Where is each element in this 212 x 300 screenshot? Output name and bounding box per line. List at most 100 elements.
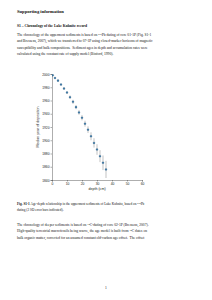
x-tick: 10 xyxy=(66,180,70,186)
y-tick: 2000 xyxy=(42,73,52,77)
error-bar xyxy=(91,132,92,140)
point xyxy=(66,92,68,94)
text-line: The chronology of deeper sediments is ba… xyxy=(17,223,149,228)
y-tick: 1840 xyxy=(42,179,52,183)
text-line: dating (2 SD error bars indicated). xyxy=(17,208,64,212)
text-line: susceptibility and bulk compositions. Se… xyxy=(17,46,148,50)
error-bar xyxy=(55,77,56,78)
error-bar xyxy=(73,100,74,104)
point xyxy=(78,111,80,113)
y-tick-mark xyxy=(51,154,53,155)
error-bar xyxy=(100,150,101,162)
y-tick: 1980 xyxy=(42,86,52,90)
error-bar xyxy=(82,115,83,120)
point xyxy=(96,149,98,151)
x-tick-label: 30 xyxy=(96,182,100,186)
y-tick: 1900 xyxy=(42,139,52,143)
text-line: High-quality terrestrial macrofossils be… xyxy=(17,229,147,234)
text-run: and Bressens, 2007), which we transferre… xyxy=(17,39,153,44)
error-bar xyxy=(61,84,62,86)
text-run: susceptibility and bulk compositions. Se… xyxy=(17,46,148,50)
y-tick-label: 1840 xyxy=(42,179,50,183)
x-tick: 50 xyxy=(126,180,130,186)
y-tick-mark xyxy=(51,101,53,102)
point xyxy=(87,129,89,131)
x-tick: 0 xyxy=(52,180,54,186)
point xyxy=(69,96,71,98)
x-tick-label: 20 xyxy=(81,182,85,186)
y-tick-label: 1860 xyxy=(42,165,50,169)
text-run: Age-depth relationship in the uppermost … xyxy=(30,202,137,207)
x-tick: 40 xyxy=(111,180,115,186)
text-run: High-quality terrestrial macrofossils be… xyxy=(17,229,129,234)
y-tick-label: 1900 xyxy=(42,139,50,143)
error-bar xyxy=(97,144,98,155)
point xyxy=(52,74,54,76)
page-number: 1 xyxy=(105,286,107,290)
text-run: The chronology of the uppermost sediment… xyxy=(17,33,98,37)
text-run: bulk organic matter, corrected for an as… xyxy=(17,236,144,241)
point xyxy=(60,84,62,86)
text-run: The chronology of deeper sediments is ba… xyxy=(17,223,87,227)
plot-area xyxy=(52,74,107,178)
x-tick-label: 0 xyxy=(52,182,54,186)
x-tick-label: 50 xyxy=(126,182,130,186)
page: Supporting information S1 – Chronology of… xyxy=(0,0,212,300)
text-run: dating (2 SD error bars indicated). xyxy=(17,208,64,212)
y-axis-line xyxy=(51,75,53,181)
error-bar xyxy=(94,138,95,147)
y-tick: 1860 xyxy=(42,165,52,169)
error-bar xyxy=(85,121,86,127)
error-bar xyxy=(76,105,77,109)
y-tick-mark xyxy=(51,74,53,75)
point xyxy=(72,101,74,103)
point xyxy=(75,106,77,108)
point xyxy=(90,135,92,137)
text-run: calculated using the constant rate of su… xyxy=(17,52,113,57)
text-line: and Bressens, 2007), which we transferre… xyxy=(17,39,153,44)
title: Supporting information xyxy=(17,9,64,14)
error-bar xyxy=(58,80,59,82)
text-run: Pb dating of core 01-1P (Fig. S1-1 xyxy=(102,33,152,37)
y-tick-label: 1920 xyxy=(42,126,50,130)
background xyxy=(0,0,212,300)
error-bar xyxy=(64,87,65,90)
point xyxy=(105,168,107,170)
error-bar xyxy=(106,161,107,178)
x-tick: 30 xyxy=(96,180,100,186)
text-run: C dates on xyxy=(132,229,147,233)
text-run: Fig. S1-1 xyxy=(17,202,30,206)
error-bar xyxy=(88,126,89,133)
x-tick-label: 10 xyxy=(66,182,70,186)
y-tick: 1880 xyxy=(42,152,52,156)
x-axis-title: depth (cm) xyxy=(88,187,105,191)
error-bar xyxy=(67,91,68,94)
y-tick-mark xyxy=(51,140,53,141)
point xyxy=(63,88,65,90)
y-tick-label: 1980 xyxy=(42,86,50,90)
error-bar xyxy=(52,75,53,76)
x-tick: 60 xyxy=(141,180,145,186)
point xyxy=(99,155,101,157)
y-tick-label: 1960 xyxy=(42,99,50,103)
y-tick: 1940 xyxy=(42,112,52,116)
x-tick: 20 xyxy=(81,180,85,186)
section-heading: S1 – Chronology of the Lake Kuhnitz reco… xyxy=(17,24,88,28)
text-line: bulk organic matter, corrected for an as… xyxy=(17,236,144,241)
point xyxy=(81,117,83,119)
y-tick-label: 2000 xyxy=(42,73,50,77)
text-line: The chronology of the uppermost sediment… xyxy=(17,33,151,37)
x-axis: 0 10 20 30 40 50 60 xyxy=(52,180,145,186)
y-axis-title: Median year of deposition xyxy=(36,106,40,147)
y-tick-mark xyxy=(51,87,53,88)
text-line: Fig. S1-1 Age-depth relationship in the … xyxy=(17,202,145,207)
y-tick: 1920 xyxy=(42,126,52,130)
x-tick-label: 60 xyxy=(141,182,145,186)
point xyxy=(102,162,104,164)
text-run: C-dating of core 02-1P (Bressens, 2007). xyxy=(90,223,149,228)
y-tick-mark xyxy=(51,127,53,128)
text-line: calculated using the constant rate of su… xyxy=(17,52,113,57)
y-tick-mark xyxy=(51,167,53,168)
x-tick-label: 40 xyxy=(111,182,115,186)
point xyxy=(84,123,86,125)
